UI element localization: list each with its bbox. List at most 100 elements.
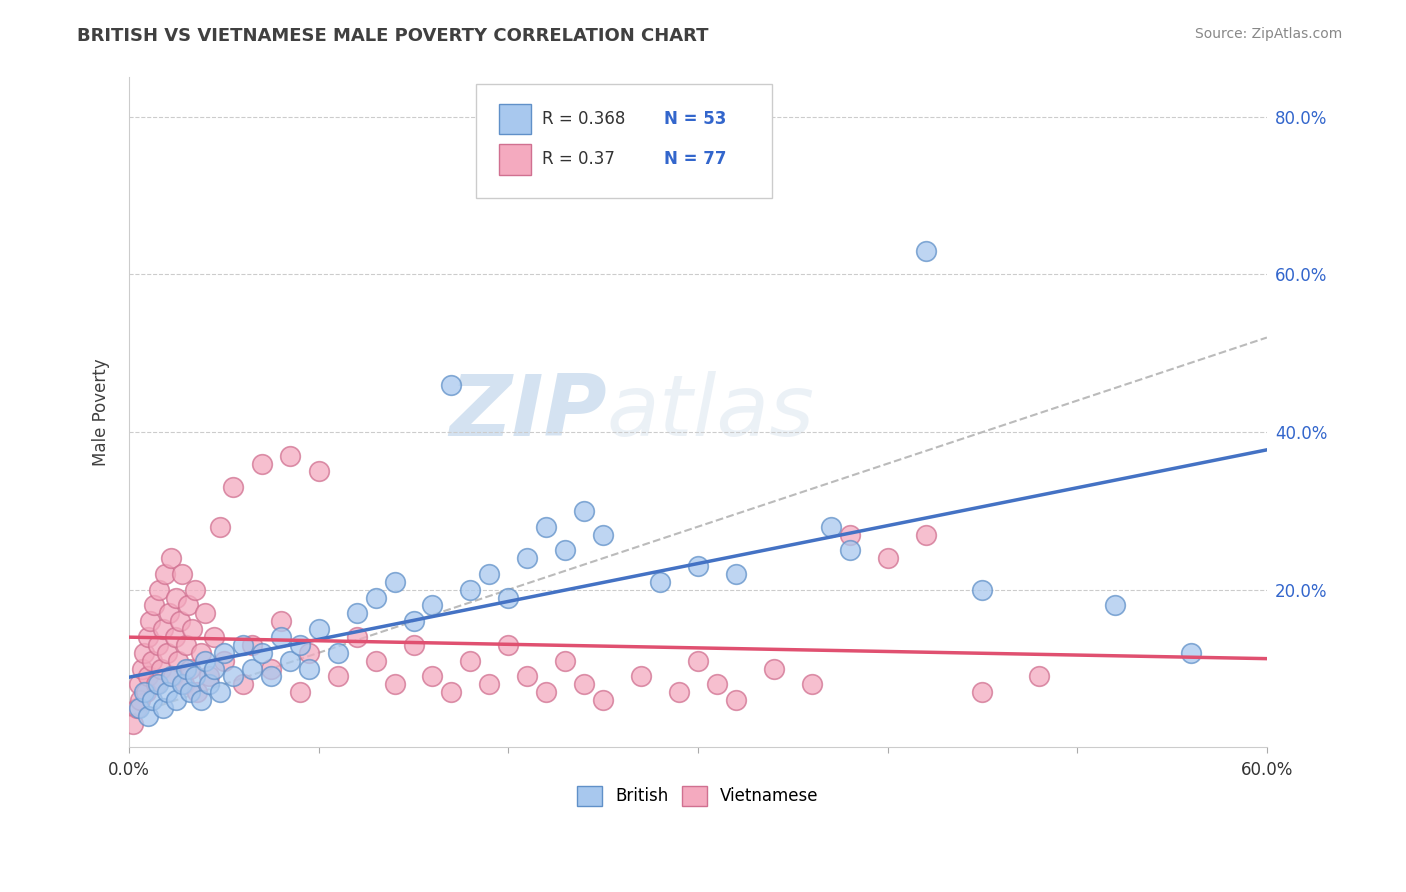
Point xyxy=(516,551,538,566)
FancyBboxPatch shape xyxy=(499,145,530,175)
Point xyxy=(194,654,217,668)
Point xyxy=(135,685,157,699)
Point xyxy=(197,669,219,683)
Point xyxy=(326,646,349,660)
Point xyxy=(516,669,538,683)
Point xyxy=(172,677,194,691)
Point xyxy=(136,669,159,683)
Point xyxy=(174,661,197,675)
Point xyxy=(914,244,936,258)
Point xyxy=(800,677,823,691)
Point xyxy=(402,638,425,652)
Point xyxy=(346,630,368,644)
Point xyxy=(762,661,785,675)
Point xyxy=(240,661,263,675)
Point xyxy=(478,566,501,581)
Point xyxy=(145,677,167,691)
Point xyxy=(876,551,898,566)
Point xyxy=(686,654,709,668)
Point xyxy=(384,677,406,691)
Point xyxy=(914,527,936,541)
Text: N = 77: N = 77 xyxy=(664,150,727,169)
Point xyxy=(156,685,179,699)
Text: BRITISH VS VIETNAMESE MALE POVERTY CORRELATION CHART: BRITISH VS VIETNAMESE MALE POVERTY CORRE… xyxy=(77,27,709,45)
Point xyxy=(166,591,188,605)
Point xyxy=(125,701,148,715)
Point xyxy=(724,566,747,581)
Point xyxy=(122,716,145,731)
Point xyxy=(250,646,273,660)
Point xyxy=(153,566,176,581)
Point xyxy=(270,614,292,628)
Point xyxy=(209,519,232,533)
Point xyxy=(177,599,200,613)
Point xyxy=(136,630,159,644)
Point xyxy=(298,646,321,660)
Text: Source: ZipAtlas.com: Source: ZipAtlas.com xyxy=(1195,27,1343,41)
Point xyxy=(136,708,159,723)
Point xyxy=(174,638,197,652)
Point xyxy=(838,527,860,541)
Point xyxy=(838,543,860,558)
Point xyxy=(134,685,156,699)
Point xyxy=(156,646,179,660)
Point xyxy=(648,574,671,589)
FancyBboxPatch shape xyxy=(477,84,772,198)
Point xyxy=(163,630,186,644)
Point xyxy=(222,669,245,683)
Point xyxy=(167,654,190,668)
Text: ZIP: ZIP xyxy=(450,371,607,454)
Point xyxy=(190,693,212,707)
Point xyxy=(498,638,520,652)
Point xyxy=(308,465,330,479)
Text: atlas: atlas xyxy=(607,371,815,454)
Point xyxy=(141,693,163,707)
Point xyxy=(204,661,226,675)
Point xyxy=(240,638,263,652)
Y-axis label: Male Poverty: Male Poverty xyxy=(93,359,110,467)
Point xyxy=(288,638,311,652)
Point xyxy=(1104,599,1126,613)
Point xyxy=(212,646,235,660)
Point xyxy=(152,701,174,715)
Point xyxy=(402,614,425,628)
Point xyxy=(212,654,235,668)
Point xyxy=(209,685,232,699)
Point xyxy=(440,377,463,392)
Point xyxy=(148,582,170,597)
Point xyxy=(536,519,558,533)
Point xyxy=(141,654,163,668)
Point xyxy=(592,693,614,707)
Point xyxy=(222,480,245,494)
Point xyxy=(157,607,180,621)
Point xyxy=(326,669,349,683)
Point xyxy=(384,574,406,589)
Point xyxy=(250,457,273,471)
Point xyxy=(460,654,482,668)
Point xyxy=(288,685,311,699)
Point xyxy=(630,669,652,683)
Point xyxy=(278,449,301,463)
Point xyxy=(1028,669,1050,683)
Point xyxy=(298,661,321,675)
Point xyxy=(820,519,842,533)
Point xyxy=(184,669,207,683)
Point xyxy=(179,685,201,699)
Point xyxy=(197,677,219,691)
Point xyxy=(159,551,181,566)
Point xyxy=(270,630,292,644)
Point xyxy=(186,685,208,699)
Point xyxy=(364,654,387,668)
Point xyxy=(440,685,463,699)
Point xyxy=(159,669,181,683)
Point xyxy=(724,693,747,707)
Point xyxy=(131,661,153,675)
Point xyxy=(260,669,283,683)
Point xyxy=(554,543,576,558)
Point xyxy=(179,661,201,675)
Point xyxy=(134,646,156,660)
Point xyxy=(129,693,152,707)
FancyBboxPatch shape xyxy=(499,104,530,135)
Point xyxy=(972,582,994,597)
Point xyxy=(146,638,169,652)
